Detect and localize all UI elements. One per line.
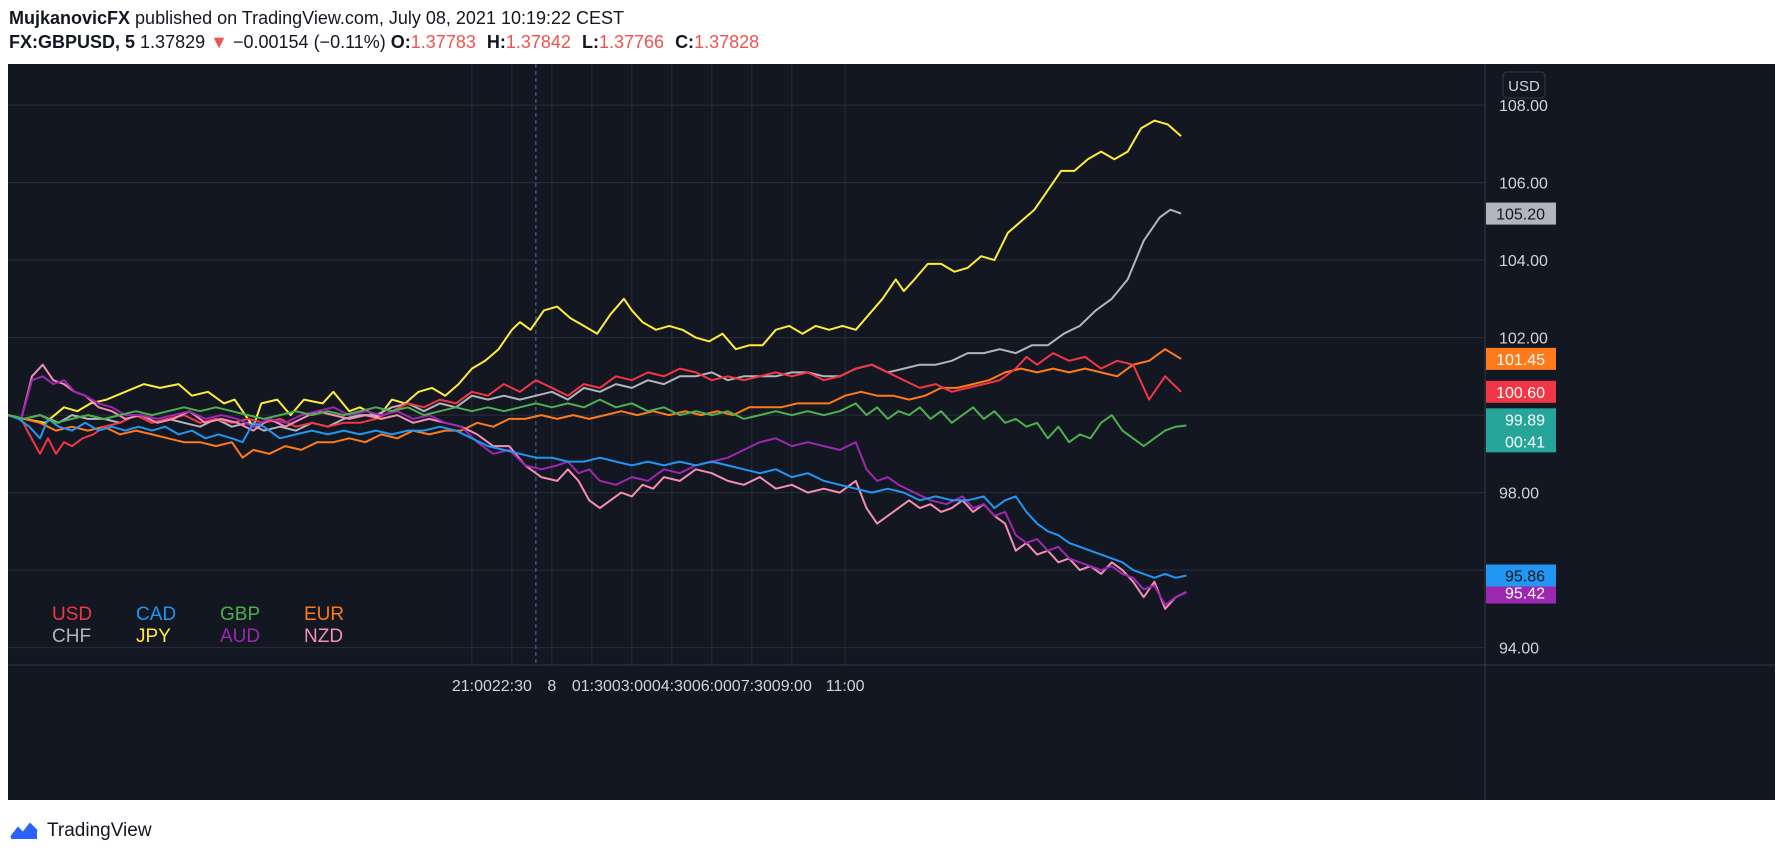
close-value: 1.37828 (694, 32, 760, 52)
legend-item-nzd: NZD (304, 626, 343, 647)
last-value-badge: 95.42 (1486, 581, 1556, 604)
series-line-jpy (8, 119, 1182, 428)
time-tick-label: 09:00 (772, 678, 812, 695)
badge-bg (1486, 581, 1556, 604)
time-tick-label: 22:30 (492, 678, 532, 695)
high-label: H: (486, 32, 506, 52)
badge-value: 95.42 (1505, 586, 1545, 603)
symbol-line: FX:GBPUSD, 5 1.37829 ▼ −0.00154 (−0.11%)… (9, 30, 1783, 54)
open-value: 1.37783 (410, 32, 476, 52)
time-tick-label: 07:30 (732, 678, 772, 695)
high-value: 1.37842 (505, 32, 571, 52)
price-tick-label: 104.00 (1499, 253, 1548, 270)
chart-pane[interactable]: 108.00 106.00 104.00 102.00 98.00 94.00 USD 105… (8, 64, 1775, 800)
last-value-badge: 105.20 (1486, 202, 1556, 225)
currency-index-chart[interactable]: 108.00 106.00 104.00 102.00 98.00 94.00 USD 105… (8, 64, 1775, 800)
last-value-badge: 95.86 (1486, 564, 1556, 587)
published-info: published on TradingView.com, July 08, 2… (135, 8, 625, 28)
currency-text: USD (1508, 78, 1540, 95)
series-line-usd (8, 352, 1182, 455)
legend-item-gbp: GBP (220, 604, 260, 625)
down-arrow-icon: ▼ (210, 32, 228, 52)
badge-bg (1486, 347, 1556, 370)
series-line-eur (8, 348, 1182, 459)
badge-value: 95.86 (1505, 568, 1545, 585)
legend-item-aud: AUD (220, 626, 260, 647)
series-line-aud (8, 375, 1187, 606)
badge-value: 105.20 (1496, 207, 1545, 224)
last-value-badge: 99.89 00:41 (1486, 408, 1556, 453)
time-tick-label: 21:00 (452, 678, 492, 695)
low-value: 1.37766 (598, 32, 665, 52)
tradingview-logo-icon[interactable] (9, 821, 39, 841)
last-value-badge: 101.45 (1486, 347, 1556, 370)
legend-item-eur: EUR (304, 604, 344, 625)
price-change: −0.00154 (−0.11%) (232, 32, 386, 52)
tradingview-brand[interactable]: TradingView (47, 820, 152, 841)
badge-bg (1486, 380, 1556, 403)
time-tick-label: 01:30 (572, 678, 612, 695)
legend-item-usd: USD (52, 604, 92, 625)
open-label: O: (390, 32, 411, 52)
badge-value: 101.45 (1496, 352, 1545, 369)
badge-bg (1486, 408, 1556, 453)
series-line-cad (8, 414, 1187, 579)
price-tick-label: 102.00 (1499, 331, 1548, 348)
price-tick-label: 94.00 (1499, 641, 1539, 658)
price-tick-label: 108.00 (1499, 98, 1548, 115)
price-tick-label: 98.00 (1499, 486, 1539, 503)
time-tick-label: 11:00 (826, 678, 865, 695)
price-tick-label: 106.00 (1499, 176, 1548, 193)
badge-value: 99.89 (1505, 412, 1545, 429)
publish-line: MujkanovicFX published on TradingView.co… (9, 6, 1783, 30)
last-price: 1.37829 (140, 32, 206, 52)
time-tick-label: 06:00 (692, 678, 732, 695)
grid-lines (8, 64, 1485, 665)
series-line-chf (8, 208, 1182, 432)
close-label: C: (675, 32, 695, 52)
currency-box (1502, 71, 1546, 99)
badge-countdown: 00:41 (1505, 434, 1545, 451)
badge-bg (1486, 202, 1556, 225)
last-value-badge: 100.60 (1486, 380, 1556, 403)
currency-label: USD (1502, 71, 1546, 99)
series-line-gbp (8, 398, 1187, 448)
low-label: L: (581, 32, 599, 52)
legend-item-cad: CAD (136, 604, 176, 625)
time-tick-label: 8 (547, 678, 556, 695)
badge-bg (1486, 564, 1556, 587)
publish-header: MujkanovicFX published on TradingView.co… (9, 6, 1783, 54)
time-tick-label: 03:00 (612, 678, 652, 695)
footer: TradingView (9, 816, 152, 846)
legend-item-chf: CHF (52, 626, 91, 647)
legend: USD CAD GBP EUR CHF JPY AUD NZD (52, 604, 344, 647)
time-tick-label: 04:30 (652, 678, 692, 695)
author-name[interactable]: MujkanovicFX (9, 8, 131, 28)
legend-item-jpy: JPY (136, 626, 171, 647)
symbol-label: FX:GBPUSD, 5 (9, 32, 136, 52)
badge-value: 100.60 (1496, 385, 1545, 402)
